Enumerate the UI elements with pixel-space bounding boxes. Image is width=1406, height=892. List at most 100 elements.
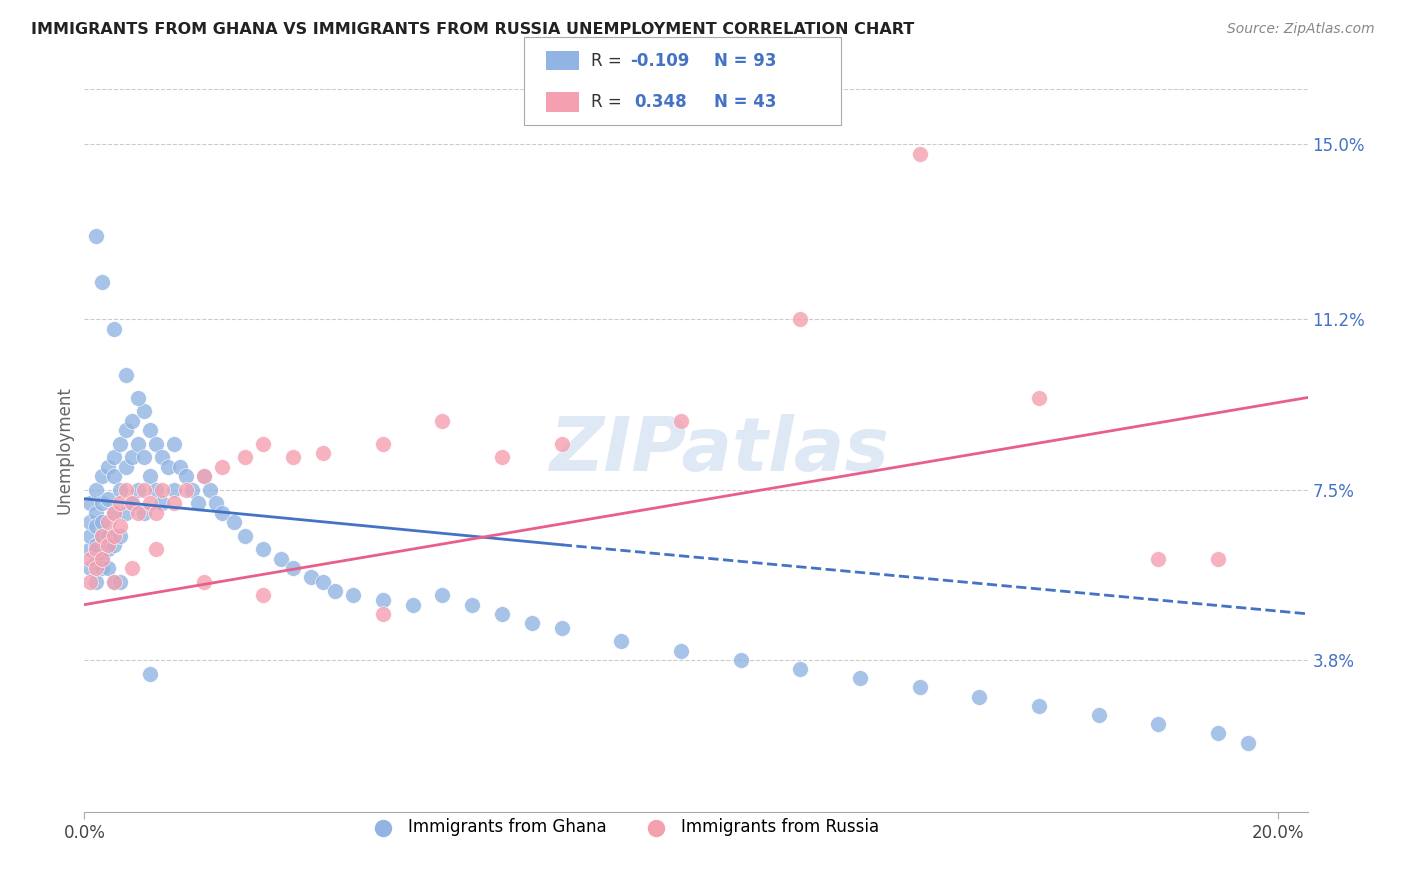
Text: ZIPatlas: ZIPatlas [550, 414, 890, 487]
Point [132, 506, 155, 520]
Point [91, 551, 114, 566]
Point [84, 506, 107, 520]
Point [193, 468, 215, 483]
Point [103, 574, 125, 589]
Point [1028, 698, 1050, 713]
Point [79, 551, 101, 566]
Point [132, 483, 155, 497]
Point [252, 589, 274, 603]
Point [84, 556, 107, 570]
Point [108, 496, 131, 510]
Point [91, 528, 114, 542]
Point [84, 519, 107, 533]
Text: -0.109: -0.109 [630, 52, 689, 70]
Point [91, 561, 114, 575]
Y-axis label: Unemployment: Unemployment [55, 386, 73, 515]
Point [1087, 708, 1109, 723]
Point [79, 528, 101, 542]
Point [121, 496, 143, 510]
Point [1147, 551, 1170, 566]
Point [908, 146, 931, 161]
Point [789, 662, 811, 676]
Point [115, 483, 138, 497]
Point [491, 607, 513, 621]
Point [150, 483, 173, 497]
Point [127, 391, 149, 405]
Point [163, 436, 186, 450]
Point [91, 276, 114, 290]
Point [97, 515, 120, 529]
Point [312, 446, 335, 460]
Point [103, 574, 125, 589]
Point [97, 561, 120, 575]
Point [299, 570, 322, 584]
Point [204, 496, 226, 510]
Text: N = 43: N = 43 [714, 93, 776, 111]
Point [1237, 736, 1260, 750]
Point [849, 671, 872, 685]
Point [108, 574, 131, 589]
Point [127, 506, 149, 520]
Point [551, 621, 574, 635]
Point [97, 542, 120, 557]
Point [461, 598, 484, 612]
Point [312, 574, 335, 589]
Point [139, 423, 162, 437]
Point [150, 450, 173, 465]
Point [222, 515, 245, 529]
Point [283, 561, 305, 575]
Point [132, 404, 155, 418]
Point [520, 615, 543, 630]
Point [84, 229, 107, 244]
Point [115, 368, 138, 382]
Point [145, 506, 167, 520]
Point [84, 574, 107, 589]
Point [145, 483, 167, 497]
Text: IMMIGRANTS FROM GHANA VS IMMIGRANTS FROM RUSSIA UNEMPLOYMENT CORRELATION CHART: IMMIGRANTS FROM GHANA VS IMMIGRANTS FROM… [31, 22, 914, 37]
Text: R =: R = [591, 93, 631, 111]
Point [180, 483, 202, 497]
Point [432, 413, 454, 427]
Point [115, 506, 138, 520]
Point [908, 681, 931, 695]
Point [91, 496, 114, 510]
Point [91, 515, 114, 529]
Point [969, 690, 991, 704]
Point [252, 436, 274, 450]
Point [401, 598, 423, 612]
Point [1206, 551, 1229, 566]
Point [432, 589, 454, 603]
Point [491, 450, 513, 465]
Point [103, 506, 125, 520]
Point [139, 666, 162, 681]
Point [91, 528, 114, 542]
Point [156, 459, 179, 474]
Point [145, 436, 167, 450]
Point [610, 634, 633, 648]
Point [193, 468, 215, 483]
Point [79, 496, 101, 510]
Point [115, 459, 138, 474]
Point [103, 450, 125, 465]
Point [235, 528, 257, 542]
Point [79, 574, 101, 589]
Point [1147, 717, 1170, 731]
Point [551, 436, 574, 450]
Point [79, 515, 101, 529]
Point [108, 483, 131, 497]
Point [84, 561, 107, 575]
Point [97, 491, 120, 506]
Point [193, 574, 215, 589]
Point [252, 542, 274, 557]
Point [669, 413, 692, 427]
Point [169, 459, 191, 474]
Point [187, 496, 209, 510]
Point [121, 450, 143, 465]
Point [132, 450, 155, 465]
Point [79, 542, 101, 557]
Text: N = 93: N = 93 [714, 52, 776, 70]
Point [371, 436, 394, 450]
Point [323, 583, 346, 598]
Point [97, 528, 120, 542]
Point [730, 653, 752, 667]
